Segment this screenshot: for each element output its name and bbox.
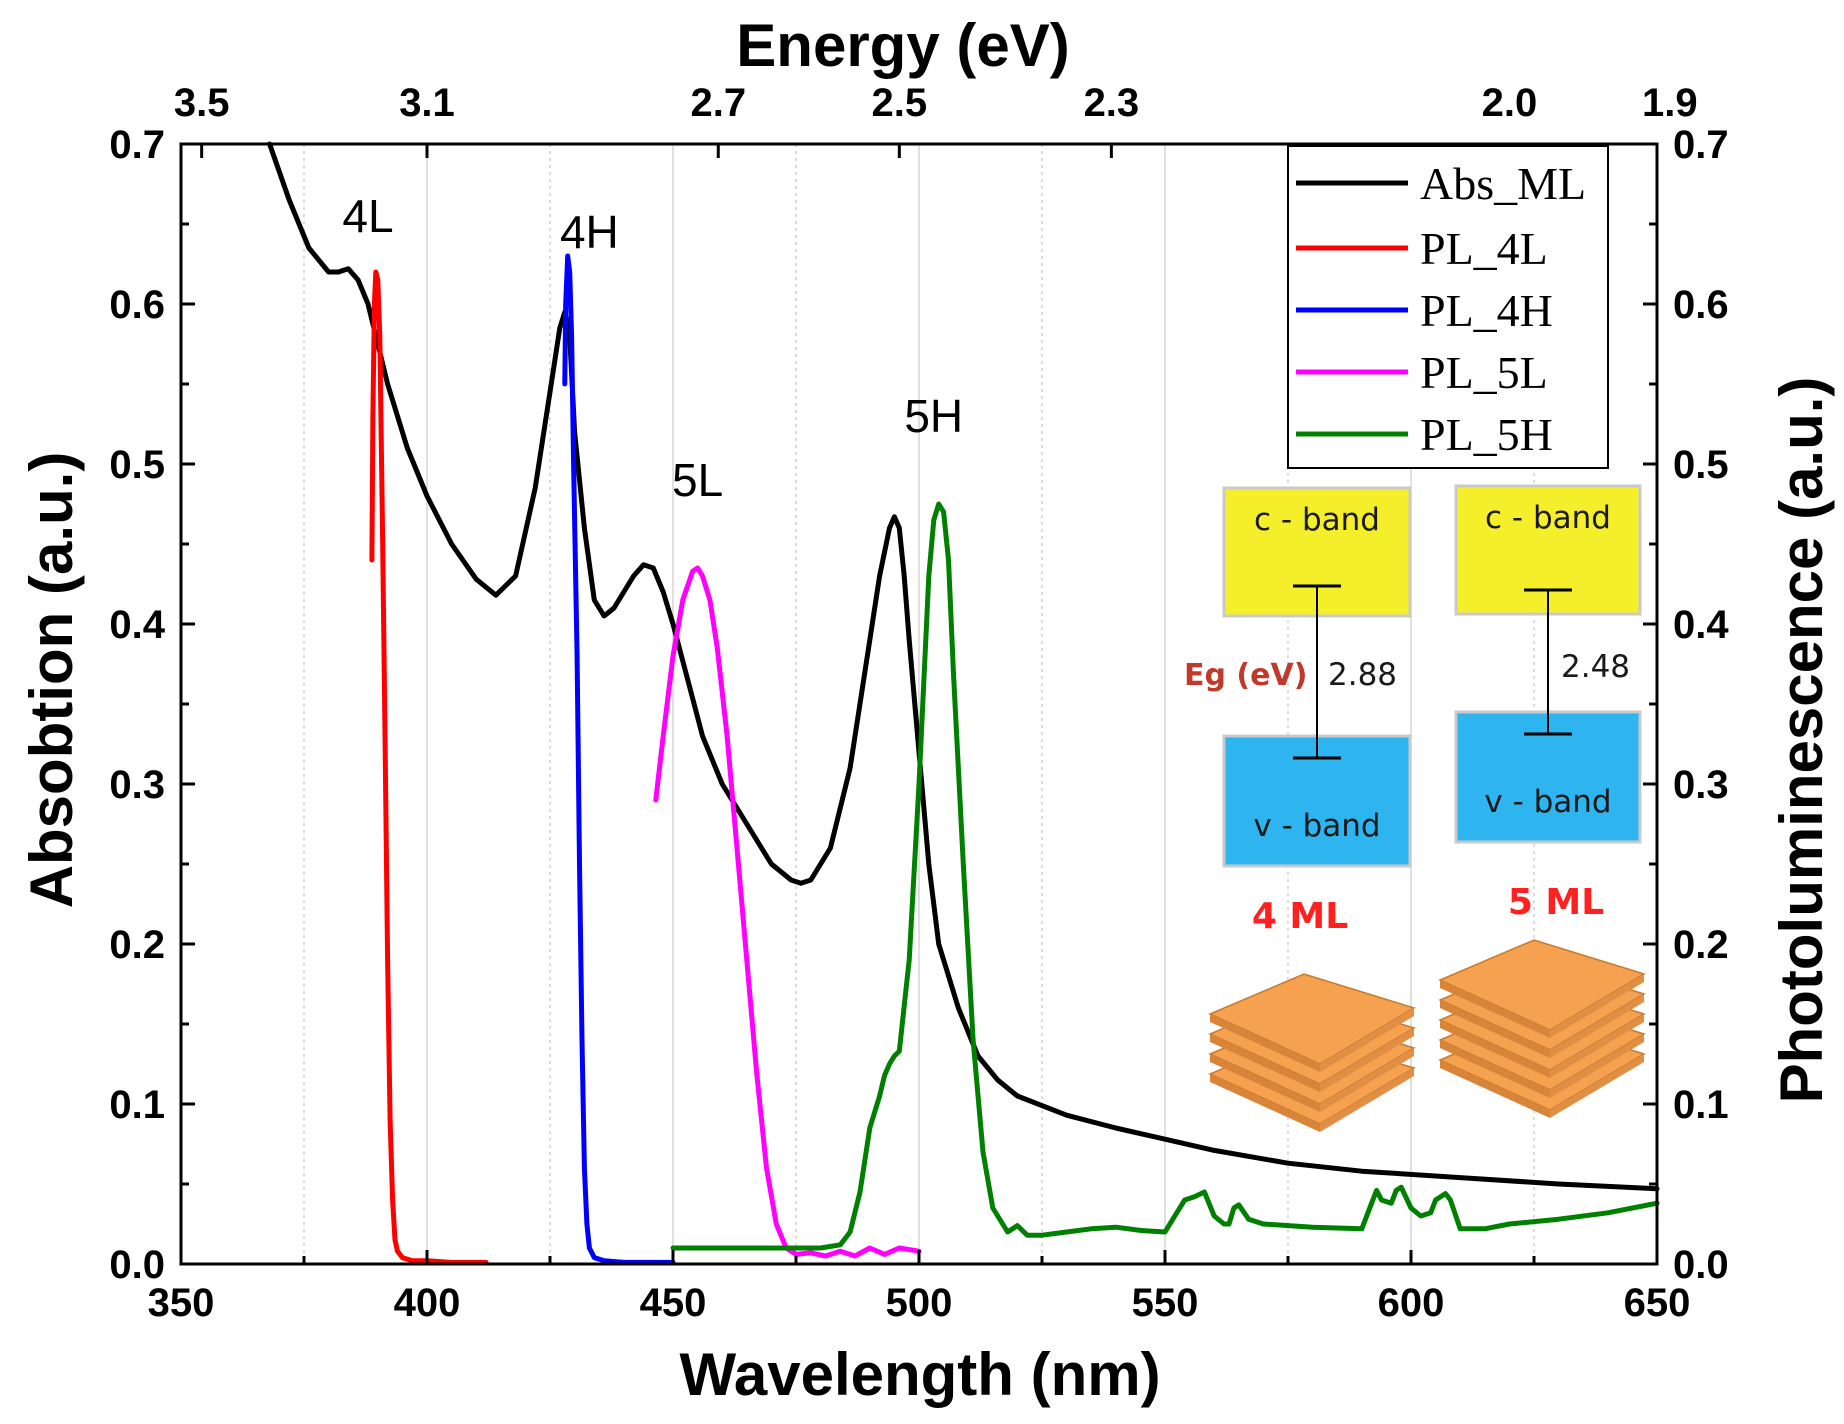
top-tick-label-1.9: 1.9 xyxy=(1642,81,1698,125)
legend: Abs_ML PL_4L PL_4H PL_5L PL_5H xyxy=(1287,145,1609,469)
stack-layer-edge xyxy=(1550,994,1644,1058)
y-tick-label-right-0.6: 0.6 xyxy=(1673,283,1729,327)
y-tick-label-right-0.3: 0.3 xyxy=(1673,763,1729,807)
y-tick-label-right-0.4: 0.4 xyxy=(1673,603,1729,647)
stack-layer-edge xyxy=(1210,1074,1320,1132)
x-axis-title: Wavelength (nm) xyxy=(679,1341,1160,1408)
top-tick-label-2.7: 2.7 xyxy=(690,81,746,125)
series-abs-ml xyxy=(267,141,1660,1192)
x-tick-label-350: 350 xyxy=(148,1281,215,1325)
y-tick-label-left-0.6: 0.6 xyxy=(109,283,165,327)
peak-label-5h: 5H xyxy=(904,390,963,442)
series-pl-5h xyxy=(670,501,1660,1251)
y-tick-label-right-0.7: 0.7 xyxy=(1673,123,1729,167)
nanoplatelet-stack-5ml xyxy=(1438,939,1646,1118)
peak-label-5l: 5L xyxy=(672,454,723,506)
legend-label-pl-5h: PL_5H xyxy=(1420,409,1553,460)
stack-layer-edge xyxy=(1210,1014,1320,1072)
y-axis-title-right: Photoluminescence (a.u.) xyxy=(1768,377,1835,1104)
stack-layer-edge xyxy=(1550,1054,1644,1118)
y-tick-label-left-0.3: 0.3 xyxy=(109,763,165,807)
y-tick-label-right-0.5: 0.5 xyxy=(1673,443,1729,487)
legend-label-abs-ml: Abs_ML xyxy=(1420,158,1586,209)
label-5ml: 5 ML xyxy=(1508,882,1604,923)
top-axis-title: Energy (eV) xyxy=(736,12,1069,79)
top-tick-label-2.3: 2.3 xyxy=(1084,81,1140,125)
band-diagram-4ml: c - band v - band Eg (eV) 2.88 4 ML xyxy=(1184,486,1416,1132)
y-tick-label-left-0.0: 0.0 xyxy=(109,1243,165,1287)
top-tick-label-3.5: 3.5 xyxy=(174,81,230,125)
legend-box xyxy=(1287,145,1609,469)
series-layer xyxy=(267,141,1660,1265)
top-tick-label-3.1: 3.1 xyxy=(399,81,455,125)
c-band-label-4ml: c - band xyxy=(1254,502,1380,538)
y-axis-title-left: Absobtion (a.u.) xyxy=(18,452,85,909)
band-diagram-5ml: c - band v - band 2.48 5 ML xyxy=(1438,484,1646,1118)
stack-layer-edge xyxy=(1320,1028,1414,1092)
stack-layer-edge xyxy=(1440,980,1550,1038)
legend-label-pl-4l: PL_4L xyxy=(1420,223,1548,274)
stack-layer-edge xyxy=(1550,1034,1644,1098)
top-tick-label-2.5: 2.5 xyxy=(872,81,928,125)
stack-layer-edge xyxy=(1320,1048,1414,1112)
x-tick-label-500: 500 xyxy=(886,1281,953,1325)
v-band-label-4ml: v - band xyxy=(1253,808,1380,844)
legend-label-pl-5l: PL_5L xyxy=(1420,347,1548,398)
peak-label-4l: 4L xyxy=(342,190,393,242)
stack-layer-edge xyxy=(1550,1014,1644,1078)
nanoplatelet-stack-4ml xyxy=(1208,973,1416,1132)
y-tick-label-left-0.1: 0.1 xyxy=(109,1083,165,1127)
label-4ml: 4 ML xyxy=(1252,896,1348,937)
stack-layer-edge xyxy=(1440,1000,1550,1058)
stack-layer-edge xyxy=(1440,1020,1550,1078)
y-tick-label-left-0.5: 0.5 xyxy=(109,443,165,487)
c-band-label-5ml: c - band xyxy=(1485,500,1611,536)
gap-value-5ml: 2.48 xyxy=(1561,649,1630,685)
stack-layer-edge xyxy=(1210,1034,1320,1092)
y-tick-label-left-0.4: 0.4 xyxy=(109,603,165,647)
x-tick-label-400: 400 xyxy=(394,1281,461,1325)
series-pl-5l xyxy=(653,565,922,1259)
top-tick-label-2.0: 2.0 xyxy=(1482,81,1538,125)
y-tick-label-right-0.1: 0.1 xyxy=(1673,1083,1729,1127)
gap-value-4ml: 2.88 xyxy=(1328,657,1397,693)
stack-layer-edge xyxy=(1320,1008,1414,1072)
series-pl-4h xyxy=(562,253,676,1265)
eg-label: Eg (eV) xyxy=(1184,658,1307,693)
series-pl-4l xyxy=(369,269,489,1265)
stack-layer-edge xyxy=(1210,1054,1320,1112)
y-tick-label-right-0.0: 0.0 xyxy=(1673,1243,1729,1287)
stack-layer-edge xyxy=(1440,1060,1550,1118)
x-tick-label-650: 650 xyxy=(1624,1281,1691,1325)
x-tick-label-600: 600 xyxy=(1378,1281,1445,1325)
band-diagram-inset: c - band v - band Eg (eV) 2.88 4 ML c - … xyxy=(1184,484,1646,1132)
v-band-label-5ml: v - band xyxy=(1484,784,1611,820)
peak-label-4h: 4H xyxy=(560,206,619,258)
y-tick-label-right-0.2: 0.2 xyxy=(1673,923,1729,967)
x-tick-label-450: 450 xyxy=(640,1281,707,1325)
stack-layer-edge xyxy=(1440,1040,1550,1098)
y-tick-label-left-0.7: 0.7 xyxy=(109,123,165,167)
legend-label-pl-4h: PL_4H xyxy=(1420,285,1553,336)
peak-labels: 4L 4H 5L 5H xyxy=(342,190,963,506)
stack-layer-edge xyxy=(1320,1068,1414,1132)
y-tick-label-left-0.2: 0.2 xyxy=(109,923,165,967)
stack-layer-edge xyxy=(1550,974,1644,1038)
x-tick-label-550: 550 xyxy=(1132,1281,1199,1325)
